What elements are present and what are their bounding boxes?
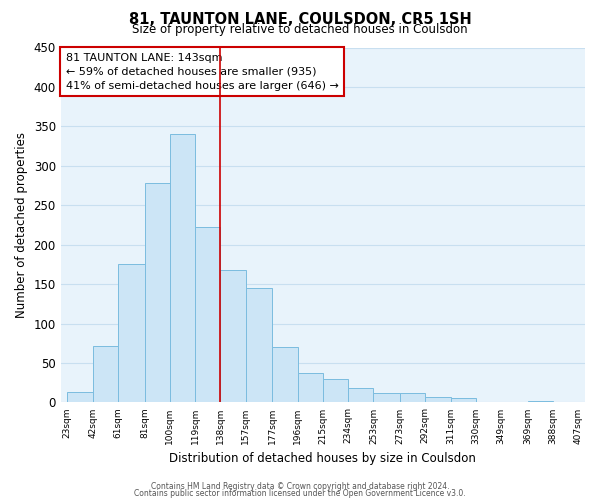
Bar bbox=[348, 388, 373, 402]
Bar bbox=[298, 373, 323, 402]
Y-axis label: Number of detached properties: Number of detached properties bbox=[15, 132, 28, 318]
Text: Contains public sector information licensed under the Open Government Licence v3: Contains public sector information licen… bbox=[134, 490, 466, 498]
Text: Size of property relative to detached houses in Coulsdon: Size of property relative to detached ho… bbox=[132, 22, 468, 36]
Bar bbox=[451, 398, 476, 402]
Bar bbox=[425, 397, 451, 402]
Bar bbox=[400, 393, 425, 402]
Bar bbox=[220, 270, 245, 402]
Bar bbox=[145, 183, 170, 402]
Bar bbox=[323, 379, 348, 402]
Bar bbox=[373, 393, 400, 402]
Bar bbox=[170, 134, 195, 402]
Bar bbox=[92, 346, 118, 403]
X-axis label: Distribution of detached houses by size in Coulsdon: Distribution of detached houses by size … bbox=[169, 452, 476, 465]
Bar bbox=[67, 392, 92, 402]
Text: Contains HM Land Registry data © Crown copyright and database right 2024.: Contains HM Land Registry data © Crown c… bbox=[151, 482, 449, 491]
Bar bbox=[528, 401, 553, 402]
Bar bbox=[118, 264, 145, 402]
Text: 81, TAUNTON LANE, COULSDON, CR5 1SH: 81, TAUNTON LANE, COULSDON, CR5 1SH bbox=[128, 12, 472, 28]
Bar bbox=[195, 228, 220, 402]
Bar bbox=[272, 347, 298, 403]
Bar bbox=[245, 288, 272, 403]
Text: 81 TAUNTON LANE: 143sqm
← 59% of detached houses are smaller (935)
41% of semi-d: 81 TAUNTON LANE: 143sqm ← 59% of detache… bbox=[66, 53, 339, 91]
